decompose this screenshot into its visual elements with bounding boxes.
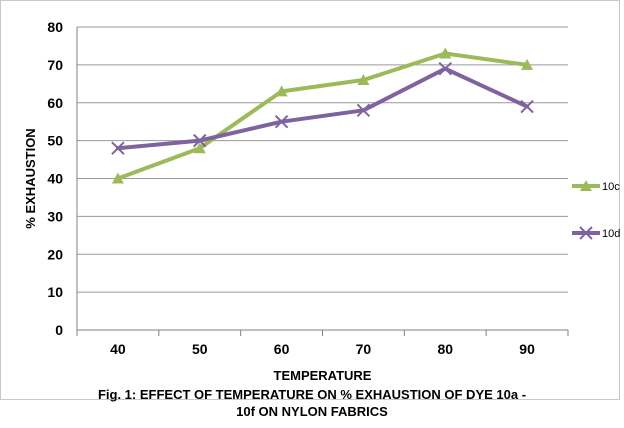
y-tick-label-50: 50 bbox=[47, 133, 63, 149]
legend-label-10c: 10c bbox=[602, 181, 620, 193]
y-axis-title: % EXHAUSTION bbox=[23, 128, 38, 228]
legend-marker-10d bbox=[579, 226, 593, 240]
y-tick-label-70: 70 bbox=[47, 57, 63, 73]
line-chart: 0 10 20 30 40 50 60 70 80 40 50 60 70 80 90 TEMPERATURE… bbox=[23, 19, 620, 383]
data-point-10c-50 bbox=[193, 142, 206, 154]
data-point-10d-50 bbox=[193, 133, 207, 148]
data-point-10c-80 bbox=[439, 47, 452, 59]
x-tick-label-70: 70 bbox=[356, 341, 372, 357]
data-point-10c-40 bbox=[111, 172, 124, 184]
y-tick-label-30: 30 bbox=[47, 208, 63, 224]
x-axis-title: TEMPERATURE bbox=[274, 368, 372, 383]
data-point-10d-70 bbox=[356, 103, 371, 118]
data-point-10d-80 bbox=[438, 61, 452, 76]
figure-caption: Fig. 1: EFFECT OF TEMPERATURE ON % EXHAU… bbox=[0, 386, 624, 420]
data-point-10c-70 bbox=[357, 74, 370, 86]
data-point-10c-60 bbox=[275, 85, 288, 97]
x-tick-label-90: 90 bbox=[519, 341, 535, 357]
series-line-10c bbox=[115, 51, 530, 181]
data-point-10c-90 bbox=[521, 58, 534, 70]
y-tick-label-40: 40 bbox=[47, 171, 63, 187]
chart-frame bbox=[0, 0, 620, 400]
y-tick-label-10: 10 bbox=[47, 284, 63, 300]
y-tick-label-0: 0 bbox=[55, 322, 63, 338]
x-tick-label-50: 50 bbox=[192, 341, 208, 357]
legend-marker-10c bbox=[580, 180, 592, 191]
caption-line-1: Fig. 1: EFFECT OF TEMPERATURE ON % EXHAU… bbox=[97, 387, 527, 402]
y-tick-label-80: 80 bbox=[47, 19, 63, 35]
x-tick-label-60: 60 bbox=[274, 341, 290, 357]
data-point-10d-40 bbox=[111, 141, 125, 155]
data-point-10d-90 bbox=[520, 99, 534, 114]
data-point-10d-60 bbox=[274, 114, 289, 129]
x-tick-label-80: 80 bbox=[437, 341, 453, 357]
y-tick-label-20: 20 bbox=[47, 246, 63, 262]
series-line-10d bbox=[115, 66, 530, 151]
caption-line-2: 10f ON NYLON FABRICS bbox=[236, 404, 388, 419]
x-tick-label-40: 40 bbox=[110, 341, 126, 357]
legend-label-10d: 10d bbox=[602, 228, 620, 240]
y-tick-label-60: 60 bbox=[47, 95, 63, 111]
